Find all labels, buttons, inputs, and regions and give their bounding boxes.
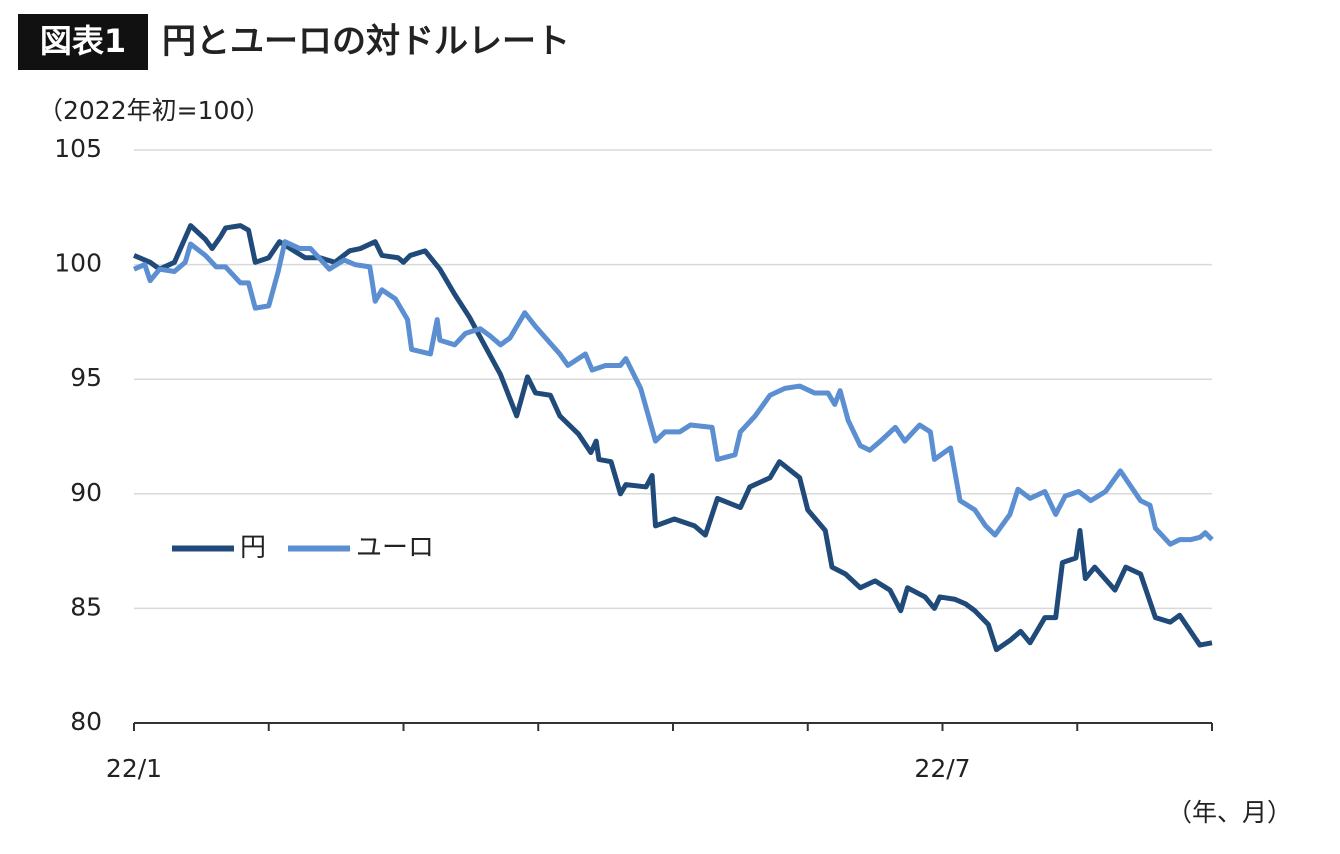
series-line bbox=[133, 223, 1213, 653]
figure-label: 図表1 bbox=[40, 22, 126, 60]
legend-label: 円 bbox=[240, 533, 266, 563]
y-tick-label: 85 bbox=[70, 592, 102, 621]
y-tick-label: 90 bbox=[70, 478, 102, 507]
y-tick-label: 100 bbox=[54, 249, 102, 278]
x-tick-label: 22/1 bbox=[106, 754, 162, 783]
x-tick-label: 22/7 bbox=[914, 754, 970, 783]
y-axis-label: （2022年初=100） bbox=[38, 96, 270, 125]
legend-label: ユーロ bbox=[356, 533, 434, 563]
y-tick-label: 95 bbox=[70, 363, 102, 392]
series-line bbox=[133, 239, 1214, 547]
x-axis-label: （年、月） bbox=[1167, 798, 1292, 827]
y-tick-label: 105 bbox=[54, 134, 102, 163]
y-tick-label: 80 bbox=[70, 707, 102, 736]
chart-title: 円とユーロの対ドルレート bbox=[162, 22, 570, 62]
figure-badge bbox=[18, 14, 148, 70]
